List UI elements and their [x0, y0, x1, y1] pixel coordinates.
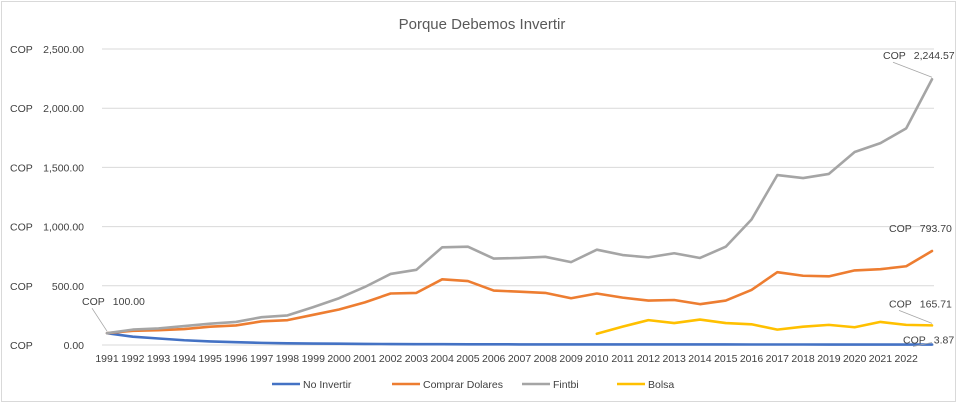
legend-label: Bolsa	[648, 379, 674, 391]
legend-label: Comprar Dolares	[423, 379, 503, 391]
x-tick-label: 2020	[843, 353, 867, 365]
y-tick-currency: COP	[10, 162, 33, 174]
y-tick-currency: COP	[10, 281, 33, 293]
series-lines	[105, 77, 934, 346]
x-tick-label: 1993	[147, 353, 171, 365]
label-leader-line	[912, 342, 933, 347]
x-tick-label: 1999	[302, 353, 326, 365]
x-tick-label: 2009	[559, 353, 583, 365]
x-tick-label: 2003	[405, 353, 429, 365]
y-tick-label: 2,500.00	[43, 44, 84, 56]
y-tick-label: 1,000.00	[43, 222, 84, 234]
data-label: COP 165.71	[889, 298, 952, 310]
x-tick-label: 1996	[224, 353, 248, 365]
x-tick-label: 2021	[869, 353, 893, 365]
x-tick-label: 1997	[250, 353, 274, 365]
legend-label: Fintbi	[553, 379, 579, 391]
x-tick-label: 2000	[327, 353, 351, 365]
data-label: COP 100.00	[82, 296, 145, 308]
grid-lines	[102, 48, 934, 346]
legend-item: Bolsa	[617, 379, 674, 391]
series-line-bolsa	[595, 318, 934, 336]
x-tick-label: 2013	[663, 353, 687, 365]
x-axis: 1991 1992 1993 1994 1995 1996 1997 1998 1999 2000…	[95, 353, 918, 365]
x-tick-label: 2005	[456, 353, 480, 365]
legend-item: Comprar Dolares	[392, 379, 503, 391]
data-label: COP 793.70	[889, 223, 952, 235]
x-tick-label: 2019	[817, 353, 841, 365]
x-tick-label: 1998	[276, 353, 300, 365]
data-label: COP 3.87	[903, 335, 954, 347]
x-tick-label: 2001	[353, 353, 377, 365]
x-tick-label: 1995	[198, 353, 222, 365]
series-line-fintbi	[105, 77, 934, 335]
x-tick-label: 2017	[766, 353, 790, 365]
legend-item: Fintbi	[522, 379, 579, 391]
x-tick-label: 2016	[740, 353, 764, 365]
y-tick-label: 1,500.00	[43, 162, 84, 174]
series-line-no-invertir	[105, 331, 934, 346]
x-tick-label: 2011	[611, 353, 634, 365]
data-labels: COP 100.00 COP 2,244.57 COP 793.70 COP 165.71 CO…	[82, 50, 955, 347]
y-tick-label: 0.00	[64, 340, 85, 352]
y-tick-currency: COP	[10, 103, 33, 115]
x-tick-label: 2010	[585, 353, 609, 365]
series-line-comprar-dolares	[105, 249, 934, 335]
y-tick-currency: COP	[10, 44, 33, 56]
label-leader-line	[91, 307, 108, 332]
x-tick-label: 1994	[173, 353, 197, 365]
x-tick-label: 2018	[791, 353, 815, 365]
x-tick-label: 1991	[95, 353, 119, 365]
label-leader-line	[898, 310, 933, 324]
legend-item: No Invertir	[272, 379, 352, 391]
legend: No Invertir Comprar Dolares Fintbi Bolsa	[272, 379, 674, 391]
data-label: COP 2,244.57	[883, 50, 955, 62]
chart-title: Porque Debemos Invertir	[399, 16, 566, 33]
y-axis: COP 0.00 COP 500.00 COP 1,000.00 COP 1,500.00 CO…	[10, 44, 84, 352]
x-tick-label: 2006	[482, 353, 506, 365]
x-tick-label: 2022	[895, 353, 919, 365]
x-tick-label: 2012	[637, 353, 661, 365]
label-leader-line	[892, 61, 933, 78]
y-tick-label: 500.00	[52, 281, 84, 293]
y-tick-label: 2,000.00	[43, 103, 84, 115]
y-tick-currency: COP	[10, 340, 33, 352]
y-tick-currency: COP	[10, 222, 33, 234]
x-tick-label: 2002	[379, 353, 403, 365]
x-tick-label: 2007	[508, 353, 532, 365]
x-tick-label: 2015	[714, 353, 738, 365]
legend-label: No Invertir	[303, 379, 352, 391]
x-tick-label: 2004	[430, 353, 454, 365]
x-tick-label: 2014	[688, 353, 712, 365]
x-tick-label: 2008	[534, 353, 558, 365]
x-tick-label: 1992	[121, 353, 145, 365]
